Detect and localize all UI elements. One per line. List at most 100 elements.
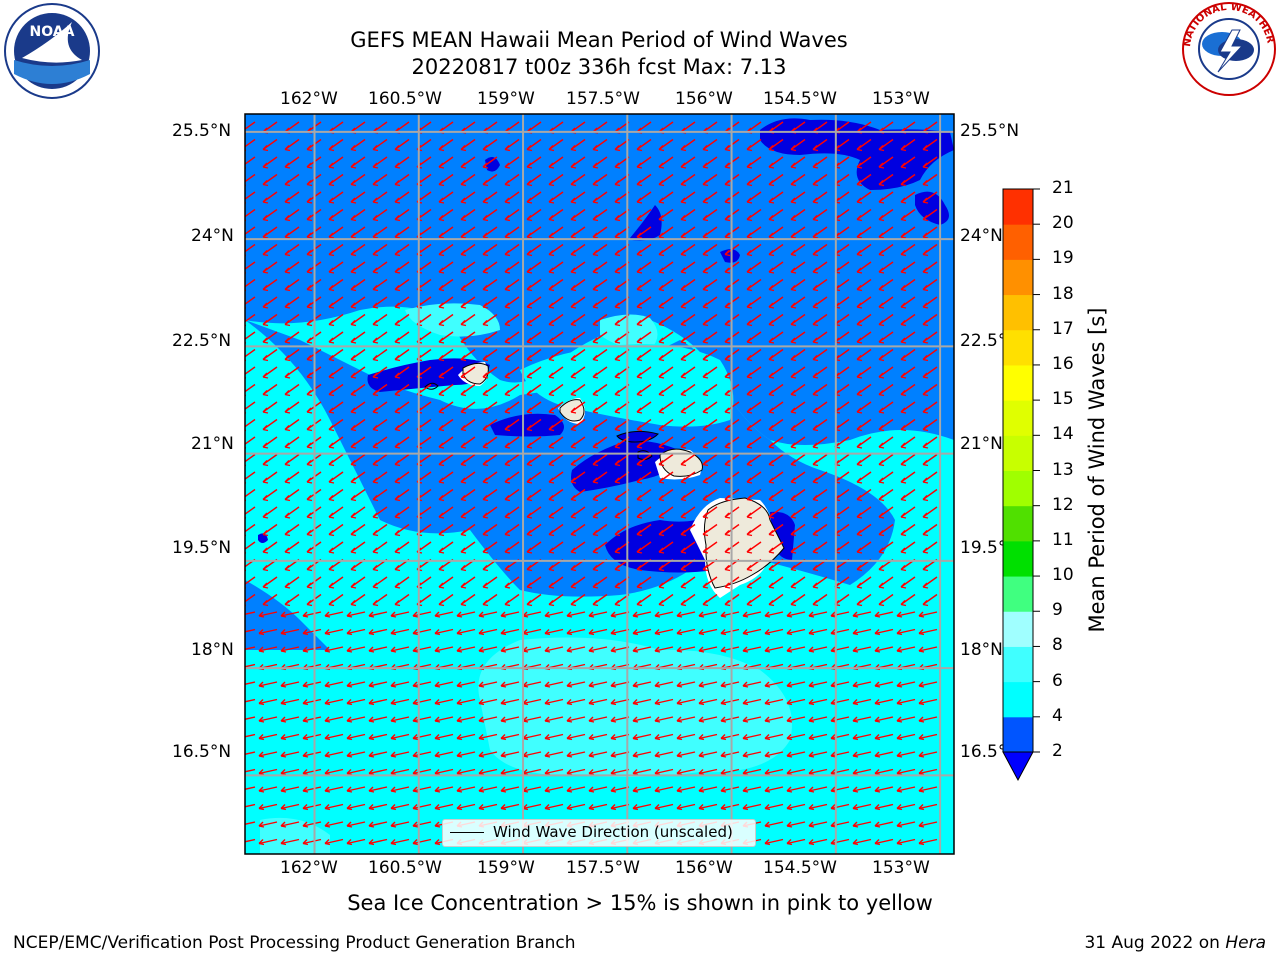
direction-arrow <box>504 191 520 204</box>
direction-arrow <box>680 383 696 397</box>
direction-arrow <box>922 348 938 362</box>
direction-arrow <box>262 243 278 257</box>
direction-arrow <box>548 156 564 169</box>
direction-arrow <box>504 366 520 379</box>
direction-arrow <box>702 243 718 257</box>
direction-arrow <box>350 348 366 362</box>
direction-arrow <box>874 611 894 618</box>
direction-arrow <box>852 838 872 846</box>
direction-arrow <box>588 733 608 741</box>
direction-arrow <box>856 226 872 239</box>
direction-arrow <box>874 698 894 706</box>
direction-arrow <box>698 751 718 758</box>
direction-arrow <box>658 156 674 169</box>
direction-arrow <box>460 191 476 204</box>
direction-arrow <box>680 278 696 292</box>
direction-arrow <box>394 208 410 222</box>
direction-arrow <box>284 208 300 222</box>
direction-arrow <box>610 698 630 706</box>
direction-arrow <box>610 716 630 723</box>
direction-arrow <box>790 313 806 327</box>
direction-arrow <box>460 506 476 519</box>
direction-arrow <box>746 191 762 204</box>
direction-arrow <box>460 366 476 379</box>
sea-ice-note: Sea Ice Concentration > 15% is shown in … <box>347 891 933 915</box>
direction-arrow <box>504 313 520 327</box>
direction-arrow <box>922 418 938 432</box>
direction-arrow <box>350 313 366 327</box>
direction-arrow <box>812 331 828 344</box>
direction-arrow <box>570 506 586 519</box>
direction-arrow <box>768 418 784 432</box>
direction-arrow <box>302 646 322 653</box>
direction-arrow <box>856 366 872 379</box>
footer-date-text: 31 Aug 2022 on <box>1084 933 1226 953</box>
direction-arrow <box>280 838 300 846</box>
direction-arrow <box>438 366 454 379</box>
direction-arrow <box>302 681 322 688</box>
direction-arrow <box>372 138 388 152</box>
direction-arrow <box>258 751 278 758</box>
direction-arrow <box>900 471 916 484</box>
direction-arrow <box>878 296 894 309</box>
direction-arrow <box>324 821 344 828</box>
direction-arrow <box>680 453 696 467</box>
direction-arrow <box>808 698 828 706</box>
direction-arrow <box>900 278 916 292</box>
direction-arrow <box>878 401 894 414</box>
direction-arrow <box>658 401 674 414</box>
direction-arrow <box>636 506 652 519</box>
direction-arrow <box>460 453 476 467</box>
direction-arrow <box>636 191 652 204</box>
colorbar-tick-label: 14 <box>1052 424 1074 445</box>
direction-arrow <box>878 156 894 169</box>
direction-arrow <box>856 278 872 292</box>
direction-arrow <box>500 628 520 636</box>
direction-arrow <box>570 366 586 379</box>
direction-arrow <box>636 401 652 414</box>
direction-arrow <box>636 173 652 187</box>
direction-arrow <box>874 786 894 793</box>
direction-arrow <box>262 593 278 607</box>
direction-arrow <box>504 226 520 239</box>
direction-arrow <box>592 523 608 537</box>
colorbar-tick-label: 9 <box>1052 600 1063 621</box>
direction-arrow <box>922 208 938 222</box>
direction-arrow <box>460 401 476 414</box>
direction-arrow <box>350 331 366 344</box>
direction-arrow <box>438 191 454 204</box>
direction-arrow <box>328 383 344 397</box>
direction-arrow <box>658 313 674 327</box>
direction-arrow <box>478 768 498 776</box>
direction-arrow <box>654 681 674 688</box>
direction-arrow <box>350 156 366 169</box>
direction-arrow <box>570 418 586 432</box>
direction-arrow <box>324 611 344 618</box>
direction-arrow <box>324 838 344 846</box>
direction-arrow <box>878 313 894 327</box>
direction-arrow <box>350 593 366 607</box>
lat-label: 24°N <box>191 226 234 246</box>
direction-arrow <box>654 768 674 776</box>
direction-arrow <box>324 716 344 723</box>
direction-arrow <box>350 366 366 379</box>
direction-arrow <box>878 208 894 222</box>
direction-arrow <box>658 348 674 362</box>
direction-arrow <box>548 523 564 537</box>
direction-arrow <box>262 523 278 537</box>
direction-arrow <box>742 786 762 793</box>
direction-arrow <box>676 698 696 706</box>
direction-arrow <box>636 471 652 484</box>
direction-arrow <box>328 226 344 239</box>
direction-arrow <box>504 208 520 222</box>
direction-arrow <box>922 278 938 292</box>
direction-arrow <box>460 331 476 344</box>
direction-arrow <box>346 733 366 741</box>
direction-arrow <box>372 261 388 274</box>
direction-arrow <box>482 226 498 239</box>
direction-arrow <box>900 348 916 362</box>
direction-arrow <box>280 786 300 793</box>
direction-arrow <box>460 296 476 309</box>
direction-arrow <box>812 523 828 537</box>
direction-arrow <box>680 488 696 502</box>
